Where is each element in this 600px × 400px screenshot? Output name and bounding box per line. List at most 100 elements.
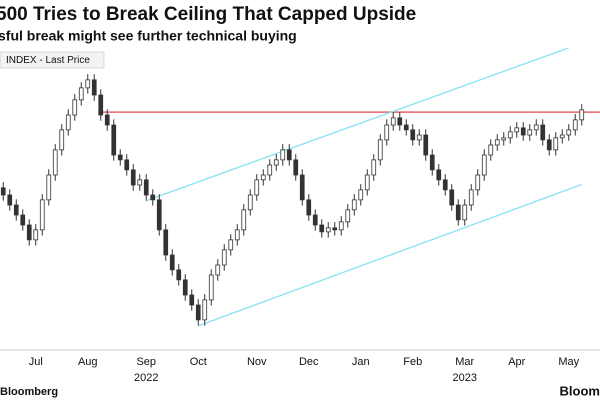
x-tick-label: Apr: [508, 356, 525, 368]
x-tick-label: Oct: [190, 356, 207, 368]
candle-body: [429, 154, 435, 171]
candle-body: [566, 129, 572, 136]
candle-body: [403, 124, 409, 131]
x-year-label: 2022: [134, 372, 158, 384]
x-tick-label: Dec: [299, 356, 319, 368]
candle-body: [39, 199, 45, 231]
candle-body: [150, 194, 156, 201]
candle-body: [553, 137, 559, 151]
x-tick-label: Aug: [78, 356, 98, 368]
candle-body: [241, 209, 247, 231]
candle-body: [293, 159, 299, 176]
candle-body: [228, 239, 234, 251]
candle-body: [319, 224, 325, 233]
candle-body: [455, 204, 461, 221]
candle-body: [163, 229, 169, 256]
candle-body: [345, 209, 351, 223]
candle-body: [85, 79, 91, 89]
candle-body: [13, 204, 19, 216]
candle-body: [488, 144, 494, 156]
plot-area: [0, 47, 600, 327]
candle-body: [33, 229, 39, 241]
legend-box: [0, 51, 105, 69]
candle-body: [306, 199, 312, 216]
candle-body: [46, 174, 52, 201]
candle-body: [234, 229, 240, 241]
x-tick-label: Mar: [455, 356, 474, 368]
candle-body: [384, 124, 390, 141]
x-tick-label: Jul: [29, 356, 43, 368]
candle-body: [416, 134, 422, 141]
candle-body: [540, 124, 546, 141]
candle-body: [579, 109, 585, 121]
x-tick-label: Jan: [352, 356, 370, 368]
candle-body: [7, 194, 13, 206]
candle-body: [423, 134, 429, 156]
candle-body: [202, 299, 208, 321]
candle-body: [156, 199, 162, 231]
candle-body: [273, 159, 279, 166]
candle-body: [312, 214, 318, 226]
candle-body: [260, 174, 266, 181]
candle-body: [72, 99, 78, 116]
candle-body: [59, 129, 65, 151]
channel-line: [198, 183, 582, 327]
candle-body: [572, 119, 578, 131]
candle-body: [267, 164, 273, 176]
candle-body: [449, 189, 455, 206]
candle-body: [410, 129, 416, 141]
candle-body: [176, 269, 182, 281]
candle-body: [332, 227, 338, 231]
candle-body: [254, 179, 260, 196]
candle-body: [169, 254, 175, 271]
candle-body: [468, 189, 474, 206]
x-tick-label: Feb: [403, 356, 422, 368]
candle-body: [124, 159, 130, 171]
candle-body: [137, 179, 143, 186]
source: Bloomberg: [0, 386, 58, 398]
candle-body: [462, 204, 468, 221]
candle-body: [338, 221, 344, 231]
candle-body: [559, 134, 565, 139]
x-tick-label: May: [558, 356, 579, 368]
candle-body: [130, 169, 136, 186]
x-tick-label: Nov: [247, 356, 267, 368]
candle-body: [182, 279, 188, 296]
candle-body: [494, 139, 500, 146]
candle-body: [208, 274, 214, 301]
candle-body: [514, 127, 520, 133]
candle-body: [117, 154, 123, 161]
candle-body: [52, 149, 58, 176]
candle-body: [442, 179, 448, 191]
candle-body: [78, 87, 84, 101]
candle-body: [390, 117, 396, 126]
candle-body: [527, 129, 533, 136]
x-tick-label: Sep: [136, 356, 156, 368]
candle-body: [351, 199, 357, 211]
legend-entry: INDEX - Last Price: [6, 55, 90, 66]
candle-body: [0, 187, 6, 196]
candle-body: [520, 127, 526, 136]
candle-body: [98, 94, 104, 116]
candle-body: [143, 179, 149, 196]
candle-body: [546, 139, 552, 151]
candle-body: [299, 174, 305, 201]
candle-body: [397, 117, 403, 126]
candle-body: [280, 149, 286, 161]
candle-body: [286, 149, 292, 161]
x-year-label: 2023: [453, 372, 477, 384]
candle-body: [364, 174, 370, 191]
candle-body: [189, 294, 195, 306]
logo: Bloom: [560, 383, 600, 398]
candle-body: [215, 264, 221, 276]
candle-body: [111, 124, 117, 156]
candle-body: [377, 139, 383, 161]
candle-body: [371, 159, 377, 176]
candle-body: [533, 124, 539, 131]
chart-subtitle: sful break might see further technical b…: [0, 28, 297, 44]
candle-body: [325, 227, 331, 233]
channel-line: [146, 47, 569, 202]
candle-body: [65, 114, 71, 131]
candle-body: [475, 174, 481, 191]
